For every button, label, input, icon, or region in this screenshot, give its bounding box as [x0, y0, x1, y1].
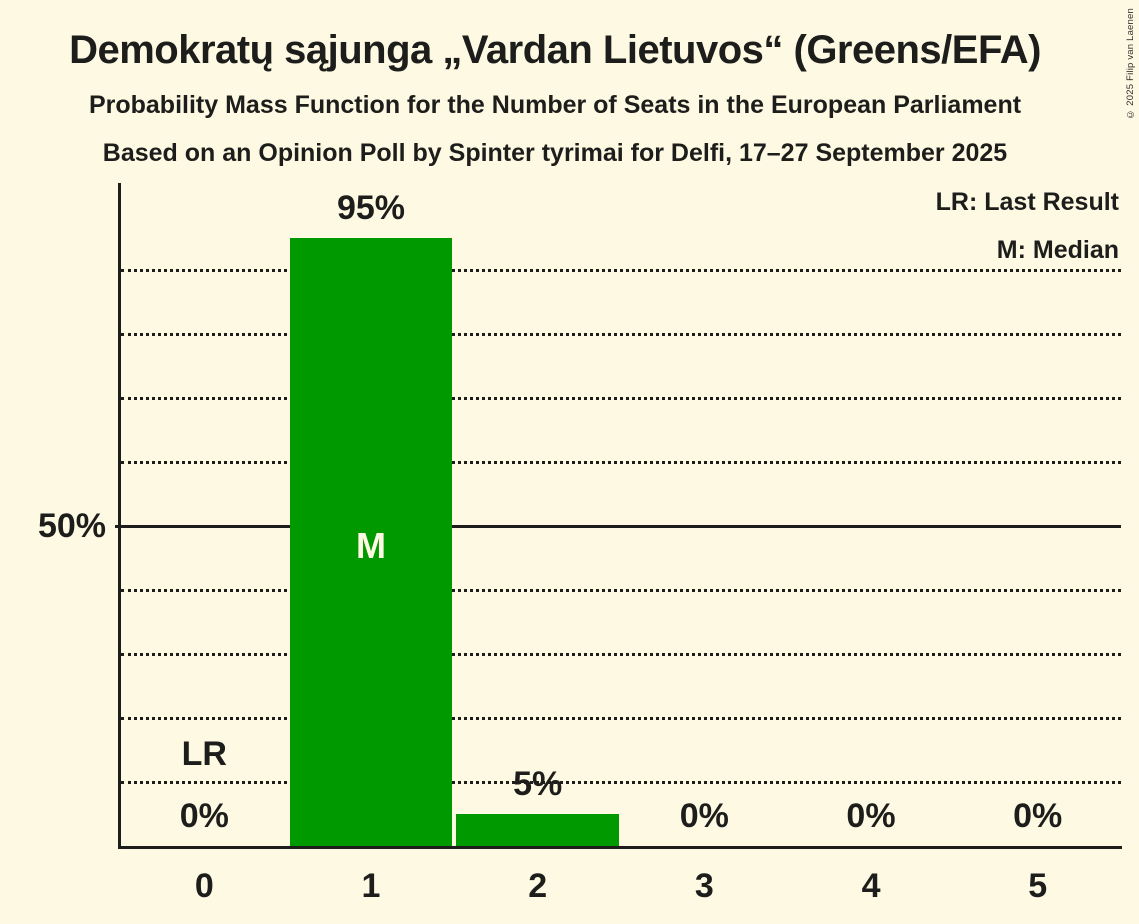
last-result-label: LR: [181, 735, 227, 773]
y-axis-label-50: 50%: [37, 507, 106, 545]
bar-value-label-2: 5%: [513, 765, 563, 803]
x-tick-label-3: 3: [694, 867, 714, 905]
bar-seats-1: [289, 238, 453, 846]
legend-last-result: LR: Last Result: [935, 188, 1119, 216]
chart-subtitle-poll: Based on an Opinion Poll by Spinter tyri…: [102, 139, 1008, 167]
gridline-40pct: [121, 588, 1121, 592]
x-axis-line: [118, 846, 1122, 849]
chart-title: Demokratų sąjunga „Vardan Lietuvos“ (Gre…: [69, 28, 1041, 72]
x-tick-label-0: 0: [194, 867, 214, 905]
median-label: M: [355, 525, 386, 566]
plot-area: 0% 95% 5% 0% 0% 0% LR M: [115, 183, 1121, 846]
gridline-10pct: [121, 780, 1121, 784]
bar-value-label-3: 0%: [679, 797, 729, 835]
gridline-80pct: [121, 332, 1121, 336]
chart-subtitle-pmf: Probability Mass Function for the Number…: [88, 91, 1022, 119]
x-axis-tick-labels: 0 1 2 3 4 5: [121, 866, 1121, 906]
bar-value-label-1: 95%: [336, 189, 406, 227]
x-tick-label-4: 4: [861, 867, 881, 905]
legend-median: M: Median: [996, 236, 1119, 264]
x-tick-label-2: 2: [528, 867, 548, 905]
gridline-20pct: [121, 716, 1121, 720]
gridline-50pct-solid: [115, 524, 1121, 528]
bar-value-label-0: 0%: [179, 797, 229, 835]
gridline-60pct: [121, 460, 1121, 464]
x-tick-label-1: 1: [361, 867, 381, 905]
gridline-90pct: [121, 268, 1121, 272]
bar-value-label-5: 0%: [1013, 797, 1063, 835]
legend: LR: Last Result M: Median: [936, 178, 1119, 274]
bar-seats-2: [456, 814, 619, 846]
gridline-70pct: [121, 396, 1121, 400]
x-tick-label-5: 5: [1028, 867, 1048, 905]
gridline-30pct: [121, 652, 1121, 656]
y-axis-line: [118, 183, 121, 849]
bar-value-label-4: 0%: [846, 797, 896, 835]
copyright-text: © 2025 Filip van Laenen: [1125, 8, 1136, 120]
